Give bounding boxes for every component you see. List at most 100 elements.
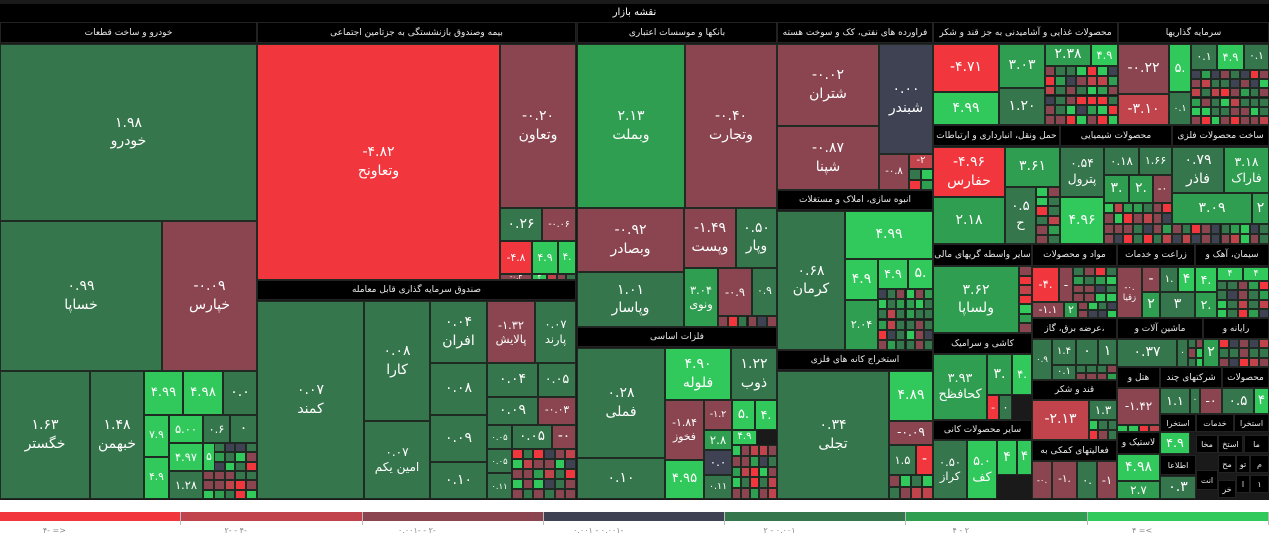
- stock-tile[interactable]: ۴.: [1195, 267, 1217, 292]
- mini-stock-tile[interactable]: [1217, 290, 1228, 300]
- mini-stock-tile[interactable]: [1230, 106, 1240, 116]
- stock-tile-ونوی[interactable]: ۳.۰۴ ونوی: [684, 268, 718, 327]
- mini-stock-tile[interactable]: [1065, 85, 1077, 96]
- mini-stock-tile[interactable]: [522, 469, 534, 479]
- mini-stock-tile[interactable]: [768, 445, 777, 456]
- mini-stock-tile[interactable]: [1249, 97, 1260, 107]
- stock-tile-فلوله[interactable]: ۴.۹۰ فلوله: [665, 348, 731, 400]
- stock-tile[interactable]: -۱.۴۲: [1117, 388, 1160, 425]
- mini-stock-tile[interactable]: [1259, 224, 1269, 234]
- stock-tile[interactable]: -: [1059, 267, 1073, 302]
- mini-stock-tile[interactable]: [554, 479, 566, 489]
- stock-tile-وبصادر[interactable]: -۰.۹۲ وبصادر: [577, 208, 684, 272]
- mini-stock-tile[interactable]: [1181, 234, 1192, 244]
- sector-header[interactable]: استخ: [1218, 435, 1243, 453]
- mini-stock-tile[interactable]: [911, 487, 922, 499]
- mini-stock-tile[interactable]: [759, 445, 768, 456]
- stock-tile[interactable]: ۴.۹۷: [169, 443, 203, 471]
- stock-tile[interactable]: ۴: [1178, 267, 1195, 292]
- stock-tile[interactable]: ۱.۲۰: [999, 88, 1045, 125]
- stock-tile[interactable]: ۴.۹۹: [933, 92, 999, 125]
- mini-stock-tile[interactable]: [556, 274, 567, 280]
- stock-tile-خبهمن[interactable]: ۱.۴۸ خبهمن: [90, 371, 144, 499]
- mini-stock-tile[interactable]: [914, 319, 924, 330]
- mini-stock-tile[interactable]: [1220, 234, 1231, 244]
- mini-stock-tile[interactable]: [1230, 224, 1240, 234]
- mini-stock-tile[interactable]: [1210, 115, 1221, 125]
- stock-tile[interactable]: ۰.۰۹: [487, 397, 538, 425]
- stock-tile-شتران[interactable]: -۰.۰۲ شتران: [777, 44, 879, 126]
- mini-stock-tile[interactable]: [1084, 284, 1095, 294]
- stock-tile[interactable]: ۴.۹۸: [1117, 454, 1160, 481]
- mini-stock-tile[interactable]: [533, 459, 544, 469]
- mini-stock-tile[interactable]: [909, 169, 921, 180]
- mini-stock-tile[interactable]: [1055, 85, 1066, 96]
- stock-tile-کمند[interactable]: ۰.۰۷ کمند: [257, 301, 364, 499]
- mini-stock-tile[interactable]: [1113, 223, 1124, 234]
- stock-tile[interactable]: -۰.۰۶: [542, 208, 576, 241]
- mini-stock-tile[interactable]: [1113, 203, 1124, 214]
- mini-stock-tile[interactable]: [750, 466, 759, 478]
- mini-stock-tile[interactable]: [246, 461, 257, 471]
- mini-stock-tile[interactable]: [1142, 233, 1153, 244]
- mini-stock-tile[interactable]: [1200, 106, 1211, 116]
- mini-stock-tile[interactable]: [246, 480, 257, 490]
- sector-header[interactable]: محصولات شیمیایی: [1060, 125, 1172, 146]
- stock-tile[interactable]: ۰.۰۴: [487, 363, 538, 397]
- stock-tile[interactable]: ۰.۰۵: [512, 425, 552, 449]
- stock-tile[interactable]: -۰.۰۳: [538, 397, 576, 425]
- mini-stock-tile[interactable]: [1133, 203, 1143, 214]
- stock-tile-امین یکم[interactable]: ۰.۰۷ امین یکم: [364, 421, 430, 499]
- mini-stock-tile[interactable]: [554, 489, 566, 499]
- stock-tile[interactable]: -: [1142, 267, 1160, 292]
- stock-tile[interactable]: ۲: [1064, 302, 1078, 318]
- mini-stock-tile[interactable]: [759, 488, 768, 499]
- mini-stock-tile[interactable]: [512, 459, 523, 469]
- stock-tile-تجلی[interactable]: ۰.۳۴ تجلی: [777, 371, 889, 499]
- mini-stock-tile[interactable]: [1162, 203, 1172, 214]
- stock-tile-خساپا[interactable]: ۰.۹۹ خساپا: [0, 221, 162, 371]
- mini-stock-tile[interactable]: [1098, 420, 1108, 430]
- stock-tile[interactable]: ۴.: [755, 400, 777, 430]
- stock-tile-وپاسار[interactable]: ۱.۰۱ وپاسار: [577, 272, 684, 327]
- stock-tile[interactable]: ۴.۹: [1160, 432, 1190, 454]
- mini-stock-tile[interactable]: [1259, 106, 1269, 116]
- mini-stock-tile[interactable]: [565, 489, 576, 499]
- mini-stock-tile[interactable]: [1086, 75, 1098, 86]
- stock-tile[interactable]: ۲.: [1129, 175, 1153, 203]
- stock-tile[interactable]: ۰.۰: [223, 371, 257, 415]
- mini-stock-tile[interactable]: [544, 479, 555, 489]
- stock-tile-افران[interactable]: ۰.۰۴ افران: [430, 301, 487, 363]
- mini-stock-tile[interactable]: [1188, 348, 1196, 358]
- mini-stock-tile[interactable]: [1200, 70, 1211, 80]
- stock-tile[interactable]: ۵.: [732, 400, 755, 430]
- mini-stock-tile[interactable]: [1048, 234, 1060, 244]
- mini-stock-tile[interactable]: [1065, 75, 1077, 86]
- mini-stock-tile[interactable]: [1195, 339, 1203, 349]
- stock-tile[interactable]: ۲: [1252, 193, 1269, 224]
- mini-stock-tile[interactable]: [1249, 224, 1260, 234]
- mini-stock-tile[interactable]: [1086, 372, 1097, 380]
- mini-stock-tile[interactable]: [1210, 234, 1221, 244]
- stock-tile[interactable]: ۵.: [1169, 44, 1191, 92]
- stock-tile[interactable]: -۰: [552, 425, 576, 449]
- mini-stock-tile[interactable]: [1172, 224, 1182, 234]
- mini-stock-tile[interactable]: [522, 479, 534, 489]
- mini-stock-tile[interactable]: [1230, 88, 1240, 98]
- sector-header[interactable]: خر: [1218, 480, 1236, 498]
- mini-stock-tile[interactable]: [1117, 425, 1128, 432]
- mini-stock-tile[interactable]: [1219, 339, 1229, 349]
- mini-stock-tile[interactable]: [1036, 196, 1048, 206]
- mini-stock-tile[interactable]: [1149, 425, 1160, 432]
- mini-stock-tile[interactable]: [1106, 372, 1117, 380]
- mini-stock-tile[interactable]: [1036, 234, 1048, 244]
- mini-stock-tile[interactable]: [1230, 79, 1240, 89]
- stock-tile[interactable]: ۰.۱: [1244, 44, 1269, 70]
- mini-stock-tile[interactable]: [1258, 308, 1269, 318]
- mini-stock-tile[interactable]: [522, 489, 534, 499]
- stock-tile[interactable]: -: [987, 395, 999, 420]
- stock-tile-فاذر[interactable]: ۰.۷۹ فاذر: [1172, 147, 1224, 193]
- stock-tile[interactable]: ۴.۹۹: [144, 371, 183, 415]
- mini-stock-tile[interactable]: [1096, 365, 1107, 373]
- mini-stock-tile[interactable]: [1217, 281, 1228, 291]
